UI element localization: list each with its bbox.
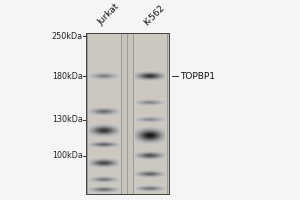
Bar xyxy=(86,33,170,194)
Text: K-562: K-562 xyxy=(142,3,166,27)
Text: Jurkat: Jurkat xyxy=(96,2,121,27)
Bar xyxy=(86,33,170,194)
Text: TOPBP1: TOPBP1 xyxy=(180,72,215,81)
Text: 130kDa: 130kDa xyxy=(52,115,83,124)
Text: 100kDa: 100kDa xyxy=(52,151,83,160)
Bar xyxy=(133,33,167,194)
Text: 180kDa: 180kDa xyxy=(52,72,83,81)
Text: 250kDa: 250kDa xyxy=(52,32,83,41)
Bar xyxy=(86,33,121,194)
